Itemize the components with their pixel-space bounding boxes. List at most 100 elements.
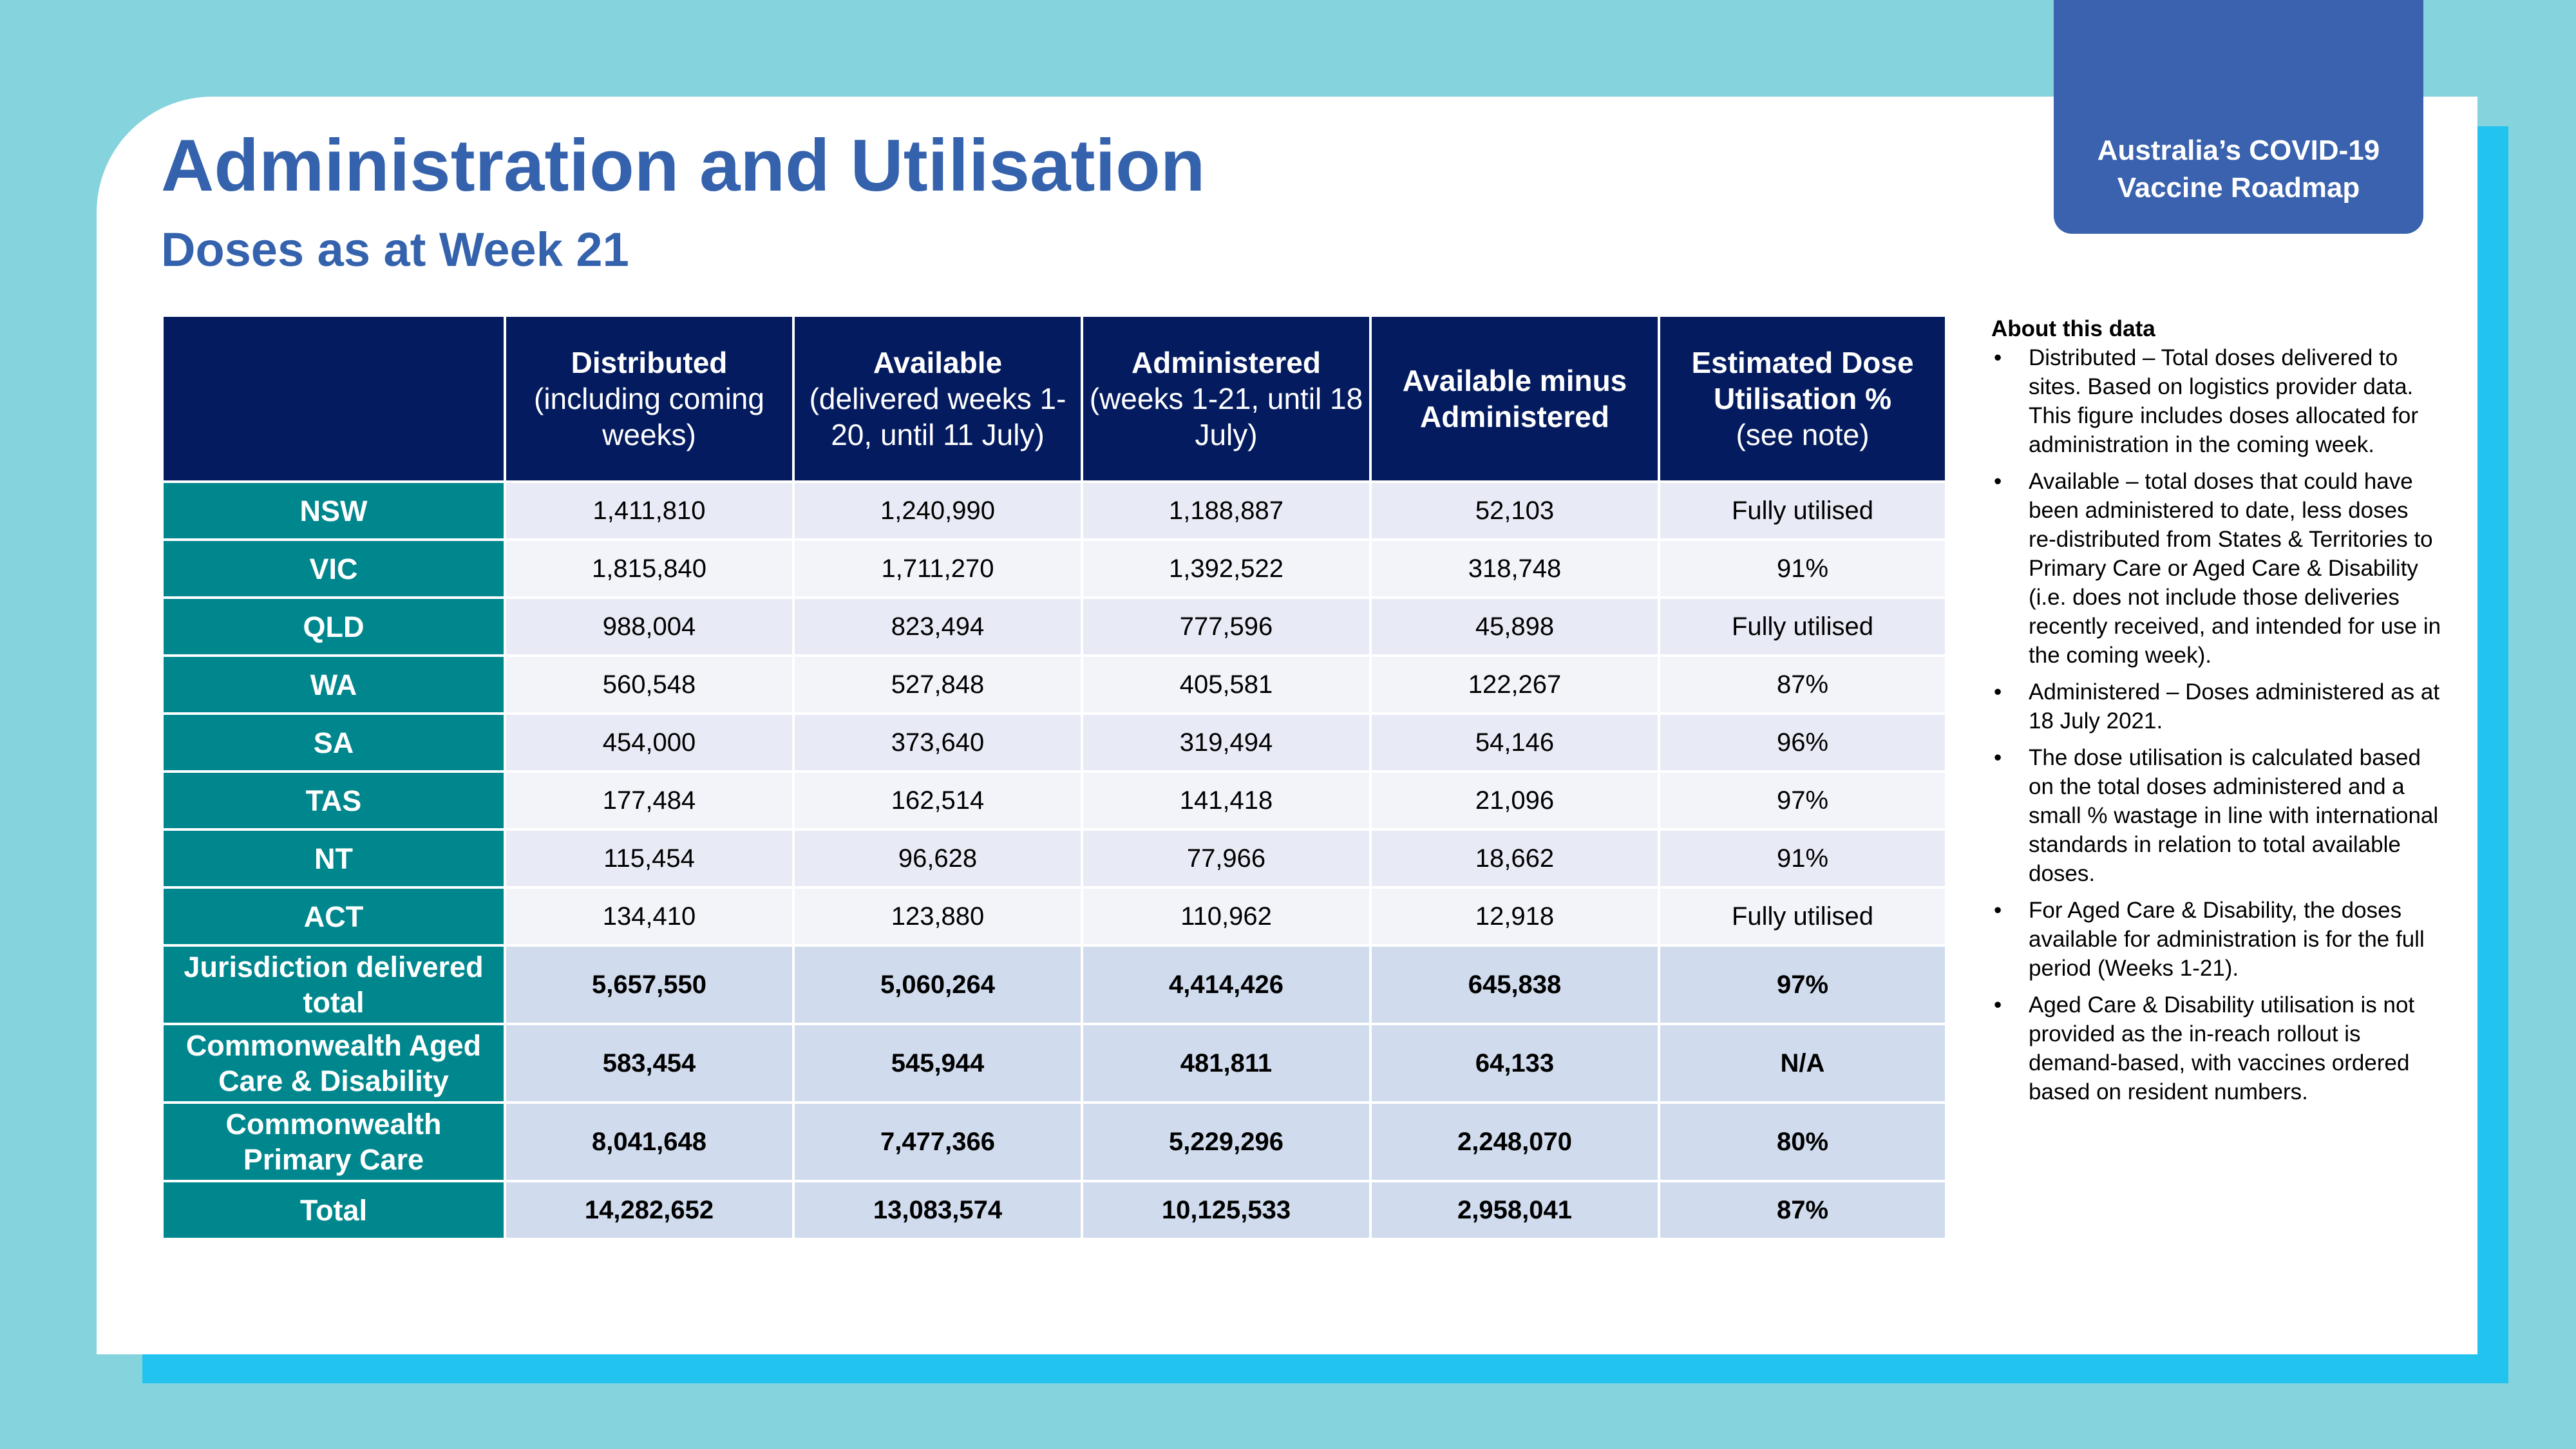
row-label: Commonwealth Primary Care [161, 1101, 506, 1182]
header-available-title: Available [873, 346, 1003, 379]
cell-utilisation: 97% [1658, 944, 1947, 1025]
cell-utilisation: 97% [1658, 770, 1947, 831]
cell-available-minus: 45,898 [1369, 596, 1660, 657]
bullet-icon: • [1994, 898, 2002, 923]
header-distributed-note: (including coming weeks) [534, 382, 764, 451]
row-label: VIC [161, 538, 506, 599]
bullet-icon: • [1994, 469, 2002, 494]
cell-utilisation: Fully utilised [1658, 596, 1947, 657]
cell-distributed: 1,411,810 [504, 480, 795, 541]
cell-distributed: 988,004 [504, 596, 795, 657]
header-utilisation-title: Estimated Dose Utilisation % [1691, 346, 1914, 415]
cell-available-minus: 2,248,070 [1369, 1101, 1660, 1182]
cell-utilisation: N/A [1658, 1023, 1947, 1104]
bullet-icon: • [1994, 745, 2002, 770]
table-row: NSW 1,411,810 1,240,990 1,188,887 52,103… [161, 480, 1947, 541]
cell-available: 1,240,990 [792, 480, 1083, 541]
header-administered-note: (weeks 1-21, until 18 July) [1089, 382, 1363, 451]
cell-available: 123,880 [792, 886, 1083, 947]
cell-utilisation: 96% [1658, 712, 1947, 773]
cell-distributed: 177,484 [504, 770, 795, 831]
row-label: QLD [161, 596, 506, 657]
cell-available-minus: 122,267 [1369, 654, 1660, 715]
cell-distributed: 5,657,550 [504, 944, 795, 1025]
row-label: Total [161, 1180, 506, 1240]
row-label: NSW [161, 480, 506, 541]
note-text: Distributed – Total doses delivered to s… [2029, 345, 2419, 457]
cell-available-minus: 18,662 [1369, 828, 1660, 889]
cell-distributed: 115,454 [504, 828, 795, 889]
page-subtitle: Doses as at Week 21 [161, 223, 629, 276]
table-row: QLD 988,004 823,494 777,596 45,898 Fully… [161, 596, 1947, 657]
cell-available: 545,944 [792, 1023, 1083, 1104]
header-administered-title: Administered [1132, 346, 1321, 379]
cell-administered: 4,414,426 [1081, 944, 1372, 1025]
table-row: WA 560,548 527,848 405,581 122,267 87% [161, 654, 1947, 715]
header-utilisation-note: (see note) [1736, 418, 1870, 451]
cell-administered: 77,966 [1081, 828, 1372, 889]
cell-administered: 110,962 [1081, 886, 1372, 947]
cell-available-minus: 54,146 [1369, 712, 1660, 773]
cell-distributed: 583,454 [504, 1023, 795, 1104]
note-text: Available – total doses that could have … [2029, 469, 2441, 668]
header-available: Available (delivered weeks 1-20, until 11… [792, 314, 1083, 483]
table-header-row: Distributed (including coming weeks) Avai… [161, 314, 1947, 483]
header-available-note: (delivered weeks 1-20, until 11 July) [809, 382, 1066, 451]
table-row-total: Total 14,282,652 13,083,574 10,125,533 2… [161, 1180, 1947, 1240]
cell-distributed: 560,548 [504, 654, 795, 715]
header-distributed: Distributed (including coming weeks) [504, 314, 795, 483]
cell-available: 1,711,270 [792, 538, 1083, 599]
row-label: WA [161, 654, 506, 715]
cell-distributed: 454,000 [504, 712, 795, 773]
doses-table: Distributed (including coming weeks) Avai… [161, 314, 1947, 1240]
cell-available: 162,514 [792, 770, 1083, 831]
cell-administered: 1,392,522 [1081, 538, 1372, 599]
list-item: • Aged Care & Disability utilisation is n… [1991, 990, 2442, 1106]
cell-administered: 405,581 [1081, 654, 1372, 715]
cell-available: 527,848 [792, 654, 1083, 715]
cell-administered: 777,596 [1081, 596, 1372, 657]
header-utilisation: Estimated Dose Utilisation % (see note) [1658, 314, 1947, 483]
list-item: • Available – total doses that could have… [1991, 467, 2442, 670]
cell-administered: 5,229,296 [1081, 1101, 1372, 1182]
page-title: Administration and Utilisation [161, 125, 1206, 207]
about-data-panel: About this data • Distributed – Total dos… [1991, 314, 2442, 1114]
cell-available-minus: 12,918 [1369, 886, 1660, 947]
table-row: SA 454,000 373,640 319,494 54,146 96% [161, 712, 1947, 773]
header-administered: Administered (weeks 1-21, until 18 July) [1081, 314, 1372, 483]
row-label: TAS [161, 770, 506, 831]
notes-heading: About this data [1991, 316, 2155, 341]
badge-line-1: Australia’s COVID-19 [2097, 135, 2380, 166]
list-item: • Distributed – Total doses delivered to … [1991, 343, 2442, 459]
note-text: For Aged Care & Disability, the doses av… [2029, 898, 2425, 981]
cell-available-minus: 64,133 [1369, 1023, 1660, 1104]
list-item: • Administered – Doses administered as at… [1991, 677, 2442, 735]
table-row: NT 115,454 96,628 77,966 18,662 91% [161, 828, 1947, 889]
list-item: • For Aged Care & Disability, the doses a… [1991, 896, 2442, 983]
cell-distributed: 134,410 [504, 886, 795, 947]
cell-available: 7,477,366 [792, 1101, 1083, 1182]
table-row-aggregate: Commonwealth Primary Care 8,041,648 7,47… [161, 1101, 1947, 1182]
cell-available: 823,494 [792, 596, 1083, 657]
roadmap-badge: Australia’s COVID-19 Vaccine Roadmap [2054, 0, 2423, 234]
cell-administered: 141,418 [1081, 770, 1372, 831]
table-row: VIC 1,815,840 1,711,270 1,392,522 318,74… [161, 538, 1947, 599]
table-row: ACT 134,410 123,880 110,962 12,918 Fully… [161, 886, 1947, 947]
cell-available-minus: 2,958,041 [1369, 1180, 1660, 1240]
cell-available-minus: 21,096 [1369, 770, 1660, 831]
bullet-icon: • [1994, 679, 2002, 705]
row-label: Jurisdiction delivered total [161, 944, 506, 1025]
row-label: SA [161, 712, 506, 773]
table-row-aggregate: Commonwealth Aged Care & Disability 583,… [161, 1023, 1947, 1104]
cell-distributed: 1,815,840 [504, 538, 795, 599]
header-corner [161, 314, 506, 483]
header-distributed-title: Distributed [571, 346, 728, 379]
cell-administered: 10,125,533 [1081, 1180, 1372, 1240]
cell-utilisation: 80% [1658, 1101, 1947, 1182]
cell-available-minus: 318,748 [1369, 538, 1660, 599]
row-label: ACT [161, 886, 506, 947]
cell-available-minus: 645,838 [1369, 944, 1660, 1025]
cell-utilisation: 87% [1658, 654, 1947, 715]
cell-available: 96,628 [792, 828, 1083, 889]
bullet-icon: • [1994, 345, 2002, 370]
